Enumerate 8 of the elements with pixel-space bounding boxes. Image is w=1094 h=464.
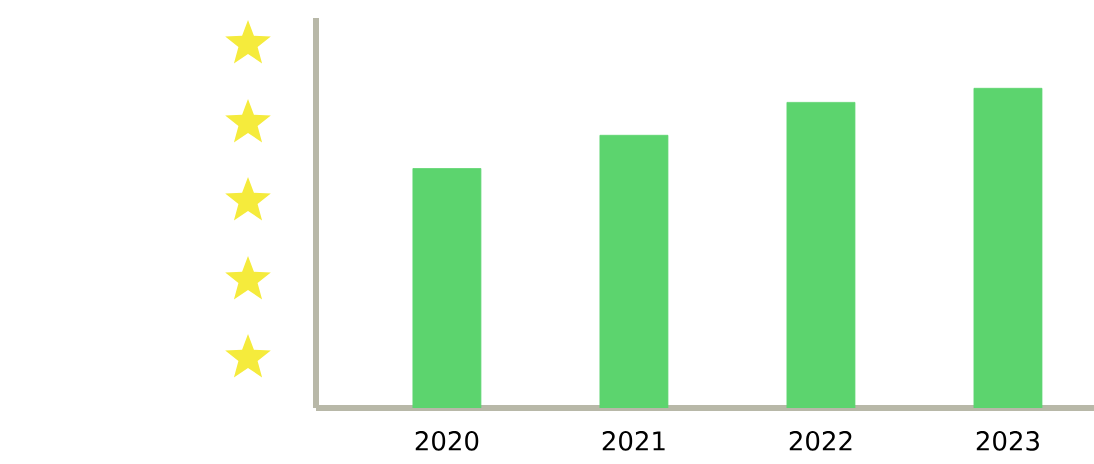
bar [599,134,669,408]
bar [412,168,482,408]
x-tick-label: 2022 [789,431,852,451]
x-tick-label: 2021 [602,431,665,451]
x-tick-label: 2023 [976,431,1039,451]
bar [786,101,856,408]
bar [973,87,1043,408]
x-tick-label: 2020 [415,431,479,451]
